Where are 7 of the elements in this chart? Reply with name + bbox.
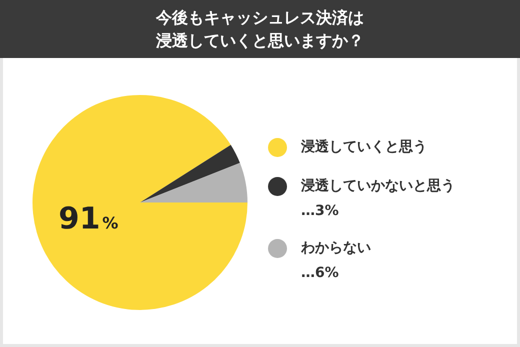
data-label: …3% [301,203,340,219]
legend-label: 浸透していかないと思う [301,177,455,195]
legend-label: 浸透していくと思う [301,138,427,156]
data-label: …6% [301,265,340,281]
data-label: 91% [58,201,118,236]
legend-label: わからない [301,239,371,257]
chart-title: 今後もキャッシュレス決済は浸透していくと思いますか？ [154,7,365,52]
